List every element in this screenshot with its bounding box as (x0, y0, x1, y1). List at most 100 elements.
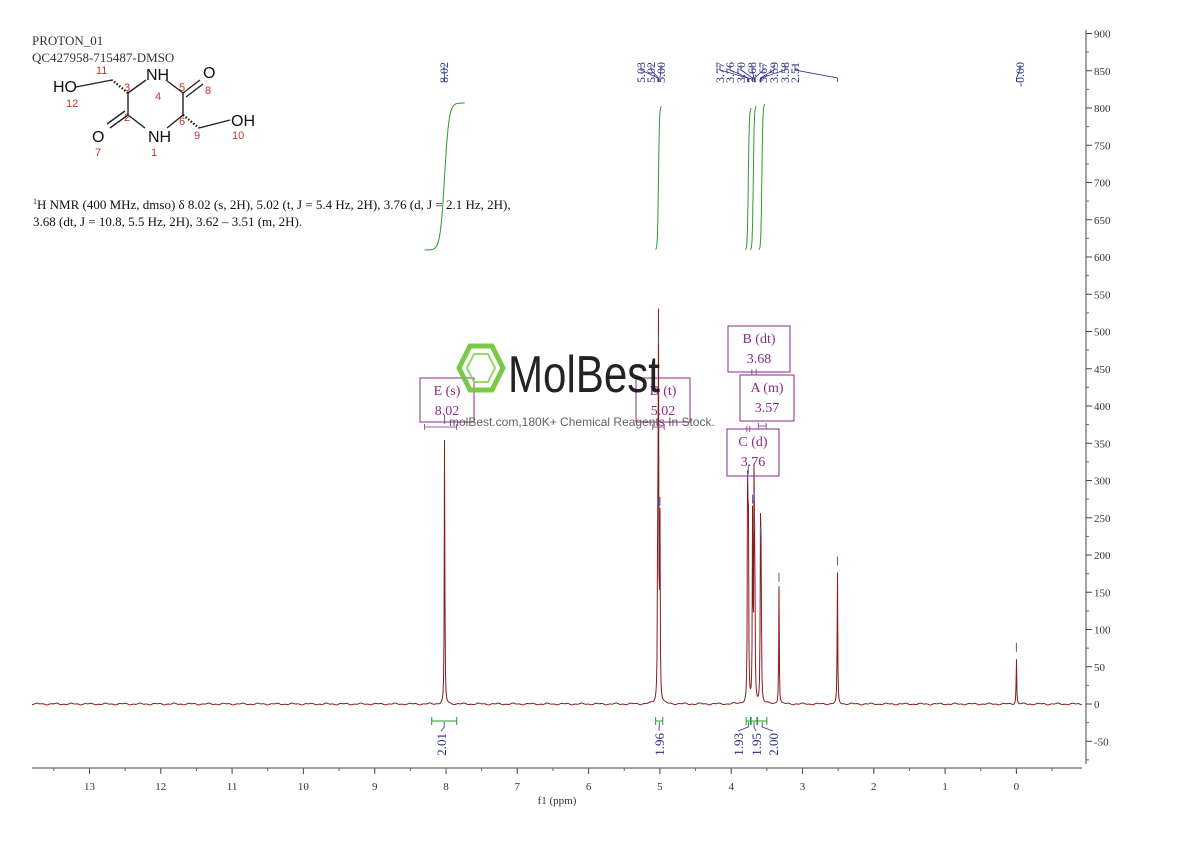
integral-value: 2.01 (434, 733, 449, 756)
y-tick-label: 150 (1094, 587, 1111, 599)
x-ticks: 13 12 11 10 9 8 7 6 5 4 3 2 1 0 (53, 768, 1053, 793)
y-tick-label: 450 (1094, 364, 1111, 376)
structure-labels: HO NH O O NH OH 11 3 4 5 8 12 2 69 10 7 1 (53, 65, 255, 159)
y-tick-label: 900 (1094, 29, 1111, 41)
bond (166, 114, 184, 129)
peak-label: 3.58 (778, 62, 792, 83)
x-tick-label: 3 (800, 781, 806, 793)
y-tick-label: 250 (1094, 513, 1111, 525)
double-bond (182, 79, 201, 94)
multiplet-type: B (dt) (742, 332, 775, 347)
multiplet-box: A (m) 3.57 (739, 374, 795, 429)
multiplet-type: C (d) (738, 435, 768, 450)
integral-leader (761, 722, 774, 732)
experiment-title: PROTON_01 (32, 33, 103, 48)
y-tick-label: 700 (1094, 178, 1111, 190)
hash-bond (111, 79, 129, 94)
atom-number: 8 (205, 85, 211, 97)
atom-label: O (92, 129, 104, 146)
integral-bars: 2.01 1.96 1.93 1.95 2.00 (431, 717, 781, 756)
y-axis: 9008508007507006506005505004504003503002… (1085, 29, 1111, 764)
peak-label-leader (443, 65, 445, 82)
y-tick-label: 650 (1094, 215, 1111, 227)
multiplet-box: B (dt) 3.68 (727, 325, 791, 375)
multiplet-type: D (t) (650, 384, 677, 399)
y-tick-label: 550 (1094, 289, 1111, 301)
watermark-brand: MolBest (508, 346, 660, 404)
multiplet-frame (726, 428, 780, 477)
peak-label-leader (751, 65, 755, 82)
x-tick-label: 0 (1014, 781, 1020, 793)
y-tick-label: 350 (1094, 438, 1111, 450)
y-tick-label: 400 (1094, 401, 1111, 413)
bond (165, 79, 184, 94)
peak-label-leader (650, 65, 659, 82)
y-tick-label: 800 (1094, 103, 1111, 115)
peak-label: 5.02 (644, 62, 658, 83)
nmr-summary-superscript: 1 (33, 197, 37, 206)
peak-label: 3.76 (723, 62, 737, 83)
x-tick-label: 10 (298, 781, 310, 793)
x-tick-label: 6 (586, 781, 592, 793)
molbest-watermark: MolBest molBest.com,180K+ Chemical Reage… (449, 343, 715, 429)
x-tick-label: 5 (657, 781, 663, 793)
atom-number: 1 (151, 147, 157, 159)
atom-number: 10 (232, 130, 244, 142)
integral-value: 2.00 (766, 733, 781, 756)
y-ticks: 9008508007507006506005505004504003503002… (1086, 29, 1111, 761)
peak-label-leader (1016, 65, 1021, 82)
peak-label: 3.59 (767, 62, 781, 83)
atom-label: NH (146, 67, 169, 84)
integral-value: 1.95 (749, 733, 764, 756)
y-tick-label: 300 (1094, 476, 1111, 488)
integral-curve (749, 106, 757, 250)
multiplet-boxes: E (s) 8.02 D (t) 5.02 B (dt) 3.68 A (m) 3.57 C (… (419, 325, 795, 477)
peak-label-leader (760, 65, 786, 82)
peak-label-leader (794, 65, 838, 82)
double-bond (106, 110, 126, 125)
peak-label-leader (760, 65, 775, 82)
integral-curve (655, 106, 662, 250)
x-tick-label: 11 (227, 781, 238, 793)
atom-number: 6 (179, 116, 185, 128)
peak-label: 3.77 (713, 62, 727, 83)
peak-label-leader (719, 65, 748, 82)
peak-label: 3.67 (756, 62, 770, 83)
multiplet-shift: 8.02 (435, 404, 460, 419)
multiplet-type: A (m) (750, 381, 783, 396)
nmr-summary-text-1: H NMR (400 MHz, dmso) δ 8.02 (s, 2H), 5.… (37, 197, 511, 212)
multiplet-type: E (s) (434, 384, 461, 399)
y-tick-label: 850 (1094, 66, 1111, 78)
peak-label: 5.03 (634, 62, 648, 83)
peak-label: 3.70 (734, 62, 748, 83)
integral-curves (424, 102, 766, 251)
y-tick-label: 500 (1094, 327, 1111, 339)
double-bond (109, 114, 129, 129)
atom-label: HO (53, 79, 77, 96)
nmr-summary-line-2: 3.68 (dt, J = 10.8, 5.5 Hz, 2H), 3.62 – … (33, 214, 302, 229)
multiplet-shift: 5.02 (651, 404, 676, 419)
x-axis-label: f1 (ppm) (538, 795, 577, 807)
multiplet-box: D (t) 5.02 (635, 377, 691, 430)
atom-number: 3 (124, 82, 130, 94)
sample-id: QC427958-715487-DMSO (32, 50, 174, 65)
x-tick-label: 8 (443, 781, 449, 793)
peak-label-leader (754, 65, 764, 82)
multiplet-frame (635, 377, 691, 423)
multiplet-frame (739, 374, 795, 422)
atom-number: 11 (96, 65, 107, 77)
integral-leader (753, 722, 757, 732)
peak-label-leader (729, 65, 749, 82)
multiplet-box: E (s) 8.02 (419, 377, 475, 430)
atom-label: O (203, 65, 215, 82)
spectrum-trace (32, 308, 1083, 706)
peak-label: 2.51 (788, 62, 802, 83)
multiplet-frame (727, 325, 791, 373)
integral-curve (758, 103, 766, 250)
atom-number: 4 (155, 91, 161, 103)
integral-curve (424, 102, 465, 251)
molbest-logo-icon (456, 343, 506, 393)
watermark-tagline: molBest.com,180K+ Chemical Reagents In S… (449, 415, 715, 429)
double-bond (185, 83, 204, 98)
